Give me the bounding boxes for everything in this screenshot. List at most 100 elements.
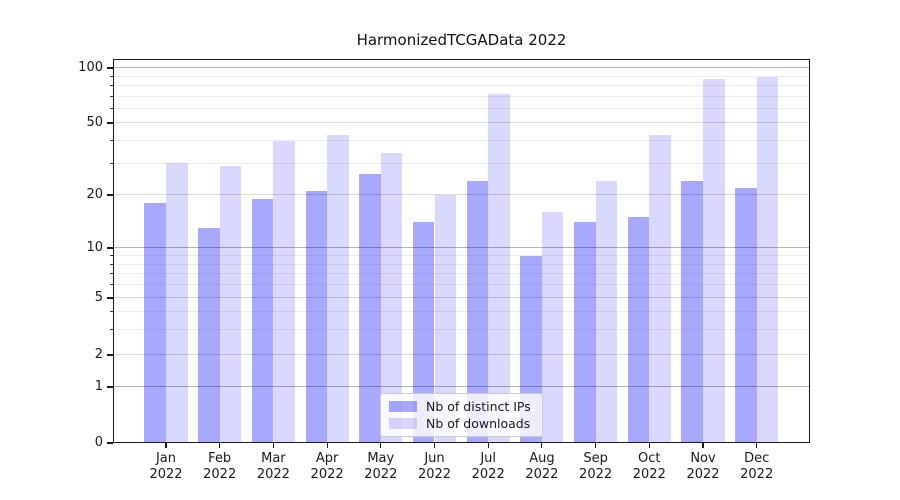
- x-tick-oct: [648, 443, 650, 448]
- gridline-2: [113, 354, 810, 356]
- legend: Nb of distinct IPs Nb of downloads: [380, 393, 543, 437]
- x-tick-jun: [433, 443, 436, 448]
- x-tick-label-jun: Jun 2022: [417, 451, 452, 482]
- x-tick-label-aug: Aug 2022: [525, 451, 559, 482]
- bar-distinct-ips-feb: [198, 227, 220, 443]
- gridline-5: [113, 297, 810, 299]
- bar-downloads-jan: [166, 163, 188, 443]
- x-tick-label-nov: Nov 2022: [686, 451, 720, 482]
- gridline-100: [113, 67, 810, 69]
- y-minortick-30: [109, 162, 113, 164]
- gridline-minor-70: [113, 95, 810, 97]
- x-tick-label-feb: Feb 2022: [203, 451, 237, 482]
- x-tick-aug: [541, 443, 543, 448]
- gridline-1: [113, 386, 810, 388]
- x-tick-jan: [165, 443, 167, 448]
- gridline-minor-80: [113, 85, 810, 87]
- gridline-50: [113, 122, 810, 124]
- bar-downloads-jun: [434, 195, 457, 443]
- y-minortick-60: [109, 108, 113, 110]
- gridline-minor-6: [113, 284, 810, 286]
- gridline-minor-3: [113, 329, 810, 331]
- y-minortick-8: [109, 263, 113, 265]
- y-tick-label-1: 1: [94, 379, 103, 394]
- legend-item-downloads: Nb of downloads: [389, 416, 534, 431]
- gridline-minor-9: [113, 255, 810, 257]
- y-tick-1: [107, 386, 113, 388]
- bar-distinct-ips-may: [359, 174, 381, 443]
- bar-distinct-ips-dec: [735, 187, 757, 443]
- y-minortick-70: [109, 95, 113, 97]
- y-tick-50: [107, 122, 113, 124]
- x-tick-apr: [326, 443, 328, 448]
- y-tick-0: [107, 442, 113, 444]
- gridline-minor-7: [113, 273, 810, 275]
- y-minortick-80: [109, 85, 113, 87]
- x-tick-jul: [487, 443, 489, 448]
- bar-distinct-ips-mar: [251, 198, 274, 443]
- y-tick-20: [107, 194, 113, 196]
- gridline-minor-60: [113, 108, 810, 110]
- x-tick-nov: [702, 443, 704, 448]
- x-tick-label-dec: Dec 2022: [740, 451, 774, 482]
- legend-label: Nb of distinct IPs: [426, 398, 531, 414]
- y-tick-5: [107, 297, 113, 299]
- gridline-minor-4: [113, 311, 810, 313]
- bar-downloads-apr: [327, 134, 349, 443]
- bar-distinct-ips-oct: [627, 216, 650, 443]
- bar-distinct-ips-jun: [412, 222, 435, 443]
- y-tick-label-20: 20: [86, 187, 103, 202]
- y-minortick-90: [109, 75, 113, 77]
- y-tick-label-2: 2: [94, 347, 103, 362]
- x-tick-mar: [272, 443, 274, 448]
- plot-area: 0 1 2 5 10 20 50 100 Jan 2022 Feb 2022 Mar 2022 Apr 202…: [78, 59, 810, 482]
- legend-swatch-downloads: [389, 418, 417, 430]
- bar-distinct-ips-jul: [466, 180, 489, 443]
- bar-distinct-ips-nov: [681, 180, 703, 443]
- gridline-minor-30: [113, 162, 810, 164]
- bar-downloads-feb: [219, 165, 242, 443]
- bar-downloads-oct: [649, 134, 671, 443]
- x-tick-label-jul: Jul 2022: [471, 451, 505, 482]
- x-tick-label-sep: Sep 2022: [579, 451, 613, 482]
- x-tick-may: [380, 443, 382, 448]
- y-minortick-9: [109, 255, 113, 257]
- x-tick-label-jan: Jan 2022: [149, 451, 183, 482]
- y-tick-label-100: 100: [78, 60, 103, 75]
- gridline-minor-8: [113, 263, 810, 265]
- bar-downloads-jul: [488, 94, 510, 443]
- bar-downloads-nov: [703, 79, 725, 443]
- y-tick-label-10: 10: [86, 240, 103, 255]
- bar-downloads-mar: [273, 140, 295, 443]
- y-minortick-7: [109, 273, 113, 275]
- gridline-minor-90: [113, 75, 810, 77]
- y-minortick-6: [109, 284, 113, 286]
- x-tick-sep: [595, 443, 597, 448]
- x-tick-dec: [756, 443, 758, 448]
- bar-distinct-ips-apr: [305, 191, 328, 443]
- x-tick-feb: [219, 443, 221, 448]
- bar-downloads-dec: [756, 77, 779, 443]
- x-tick-label-may: May 2022: [364, 451, 398, 482]
- y-tick-2: [107, 354, 113, 356]
- bar-downloads-aug: [541, 212, 564, 443]
- gridline-minor-40: [113, 140, 810, 142]
- bar-distinct-ips-jan: [144, 203, 166, 443]
- y-minortick-40: [109, 140, 113, 142]
- legend-label: Nb of downloads: [426, 416, 531, 432]
- chart-title: HarmonizedTCGAData 2022: [356, 31, 567, 49]
- gridline-10: [113, 247, 810, 249]
- y-tick-10: [107, 247, 113, 249]
- bar-downloads-may: [380, 153, 403, 443]
- y-tick-100: [107, 67, 113, 69]
- y-tick-label-5: 5: [94, 290, 103, 305]
- y-tick-label-50: 50: [86, 115, 103, 130]
- gridline-20: [113, 194, 810, 196]
- bar-distinct-ips-sep: [574, 222, 596, 443]
- y-minortick-4: [109, 311, 113, 313]
- x-tick-label-oct: Oct 2022: [632, 451, 666, 482]
- y-tick-label-0: 0: [94, 435, 103, 450]
- y-minortick-3: [109, 329, 113, 331]
- bar-downloads-sep: [595, 180, 618, 443]
